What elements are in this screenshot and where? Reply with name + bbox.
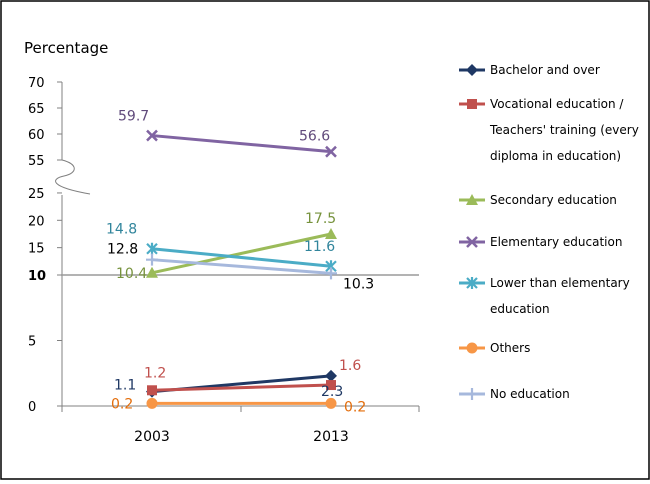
legend-item: No education [459,387,570,401]
data-point [325,369,337,382]
series-line [151,134,332,154]
legend-item: Elementary education [459,235,622,249]
legend-marker [466,236,478,248]
legend-marker [466,64,478,76]
y-tick-label: 60 [28,128,45,143]
legend-label: No education [490,387,570,401]
y-tick-label: 25 [28,187,45,202]
data-label: 17.5 [305,211,336,227]
legend-marker [466,277,478,289]
y-tick-label: 5 [28,335,36,350]
legend: Bachelor and over Vocational education / T… [459,63,639,401]
legend-marker [466,194,478,205]
data-label: 2.3 [321,384,343,400]
data-point [325,145,337,158]
legend-label: Secondary education [490,193,617,207]
series-1 [147,380,336,396]
series-layer [146,129,337,409]
data-point [147,385,157,396]
legend-label: education [490,302,550,316]
series-5 [146,397,337,409]
y-axis-title: Percentage [24,39,108,57]
y-tick-label: 10 [28,269,46,284]
data-label: 10.4 [116,266,147,282]
y-tick-label: 20 [28,214,45,229]
legend-label: Lower than elementary [490,276,630,290]
legend-label: Elementary education [490,235,622,249]
data-label: 0.2 [344,399,366,415]
x-tick-label: 2003 [134,429,170,445]
legend-label: diploma in education) [490,149,621,163]
y-tick-label: 15 [28,242,45,257]
legend-label: Bachelor and over [490,63,600,77]
data-label: 1.1 [114,378,136,394]
legend-label: Vocational education / [490,97,624,111]
series-2 [146,227,337,278]
legend-item: Lower than elementary education [459,276,630,316]
axes: 70 65 60 55 25 20 15 10 5 0 2003 2013 [28,76,420,445]
data-label: 59.7 [118,109,149,125]
data-label: 1.2 [144,365,166,381]
data-label: 1.6 [339,358,361,374]
data-point [146,253,158,266]
data-label: 0.2 [111,396,133,412]
legend-item: Secondary education [459,193,617,207]
series-line [151,383,332,392]
data-point [325,397,337,409]
data-label: 11.6 [304,239,335,255]
legend-marker [466,342,478,354]
legend-marker [466,388,478,400]
legend-item: Bachelor and over [459,63,600,77]
series-3 [146,129,337,158]
y-tick-label: 0 [28,400,36,415]
series-line [151,258,332,275]
legend-label: Others [490,341,530,355]
axis-break-mark [55,159,91,195]
data-point [146,129,158,142]
series-6 [146,253,337,280]
data-label: 10.3 [343,276,374,292]
legend-item: Others [459,341,530,355]
legend-label: Teachers' training (every [489,123,639,137]
series-line [151,247,332,268]
data-labels: 1.1 2.3 1.2 1.6 10.4 17.5 59.7 56.6 14.8 11.6 0.2 0… [106,109,374,416]
series-line [151,232,332,275]
data-point [146,266,158,278]
data-label: 12.8 [107,242,138,258]
y-tick-label: 65 [28,102,45,117]
legend-item: Vocational education / Teachers' training… [459,97,639,163]
x-tick-label: 2013 [313,429,349,445]
data-point [325,227,337,239]
data-label: 14.8 [106,222,137,238]
legend-marker [467,99,477,109]
data-point [146,397,158,409]
data-point [146,242,158,255]
data-point [326,380,336,391]
y-tick-label: 55 [28,154,45,169]
y-tick-label: 70 [28,76,45,91]
data-label: 56.6 [299,129,330,145]
data-point [325,267,337,280]
